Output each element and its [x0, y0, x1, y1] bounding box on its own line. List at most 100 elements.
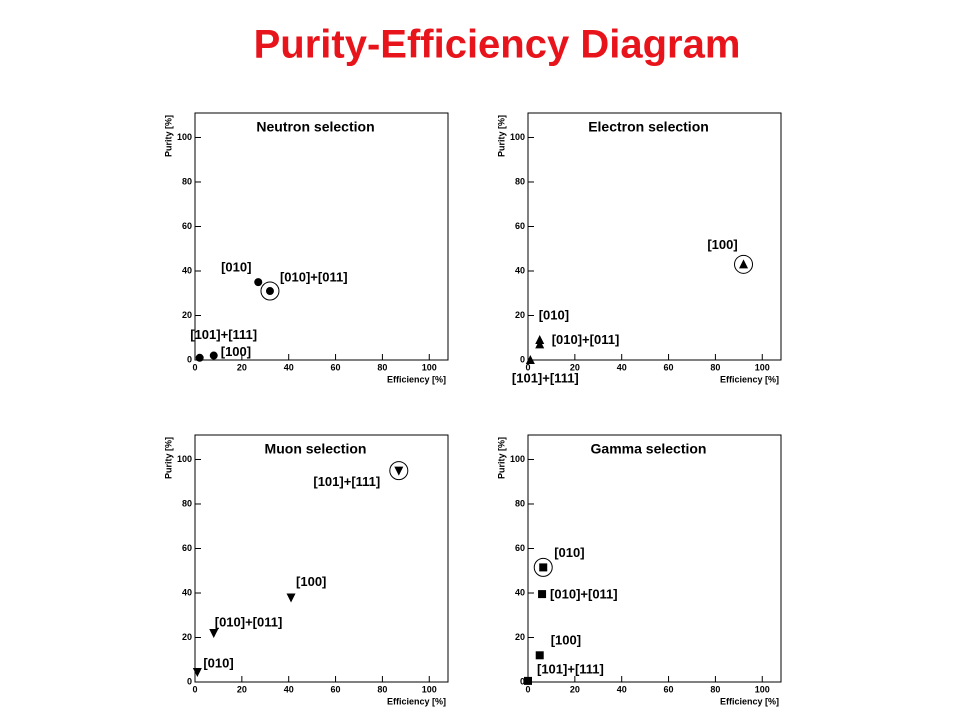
x-tick-label: 60: [331, 684, 341, 694]
point-label: [010]+[011]: [280, 269, 348, 284]
y-tick-label: 60: [182, 221, 192, 231]
x-tick-label: 100: [422, 362, 437, 372]
point-label: [010]+[011]: [552, 332, 620, 347]
x-tick-label: 40: [284, 684, 294, 694]
y-tick-label: 60: [515, 543, 525, 553]
y-tick-label: 20: [515, 632, 525, 642]
plot-frame: [527, 434, 782, 683]
x-tick-label: 20: [237, 362, 247, 372]
x-tick-label: 100: [755, 684, 770, 694]
point-label: [101]+[111]: [313, 474, 380, 489]
point-label: [100]: [221, 344, 251, 359]
y-tick-label: 40: [515, 587, 525, 597]
x-tick-label: 80: [710, 684, 720, 694]
panel-title: Neutron selection: [256, 119, 374, 135]
data-point: [524, 676, 532, 685]
panel-title: Electron selection: [588, 119, 709, 135]
y-tick-label: 60: [182, 543, 192, 553]
y-tick-label: 80: [515, 176, 525, 186]
slide-title: Purity-Efficiency Diagram: [254, 23, 741, 67]
x-tick-label: 60: [331, 362, 341, 372]
x-tick-label: 0: [525, 362, 530, 372]
data-point: [192, 667, 202, 677]
x-tick-label: 20: [570, 684, 580, 694]
x-tick-label: 40: [617, 362, 627, 372]
point-label: [010]: [203, 655, 233, 670]
x-tick-label: 80: [377, 684, 387, 694]
x-axis-title: Efficiency [%]: [387, 374, 446, 384]
y-tick-label: 100: [177, 132, 192, 142]
data-point: [209, 629, 219, 639]
data-point: [539, 563, 548, 572]
y-tick-label: 80: [182, 176, 192, 186]
y-tick-label: 40: [182, 265, 192, 275]
point-label: [100]: [296, 574, 326, 589]
x-tick-label: 80: [710, 362, 720, 372]
x-tick-label: 100: [755, 362, 770, 372]
x-tick-label: 0: [192, 362, 197, 372]
y-axis-title: Purity [%]: [496, 437, 506, 479]
y-tick-label: 60: [515, 221, 525, 231]
x-tick-label: 0: [192, 684, 197, 694]
y-axis-title: Purity [%]: [496, 115, 506, 157]
y-tick-label: 100: [510, 454, 525, 464]
plot-frame: [194, 434, 449, 683]
x-axis-title: Efficiency [%]: [720, 374, 779, 384]
y-tick-label: 80: [182, 498, 192, 508]
x-tick-label: 40: [617, 684, 627, 694]
data-point: [195, 353, 204, 362]
y-tick-label: 20: [182, 632, 192, 642]
point-label: [100]: [551, 633, 581, 648]
data-point: [254, 278, 263, 287]
point-label: [010]+[011]: [215, 614, 283, 629]
x-tick-label: 20: [570, 362, 580, 372]
y-tick-label: 0: [520, 676, 525, 686]
y-tick-label: 20: [515, 310, 525, 320]
point-label: [101]+[111]: [537, 661, 604, 676]
data-point: [535, 651, 544, 660]
highlight-ring: [734, 254, 754, 274]
point-label: [010]+[011]: [550, 587, 618, 602]
y-tick-label: 40: [515, 265, 525, 275]
data-point: [209, 351, 218, 360]
y-tick-label: 0: [187, 676, 192, 686]
plot-frame: [527, 112, 782, 361]
x-tick-label: 100: [422, 684, 437, 694]
highlight-ring: [389, 461, 409, 481]
x-tick-label: 80: [377, 362, 387, 372]
data-point: [538, 590, 547, 599]
point-label: [101]+[111]: [190, 327, 257, 342]
y-axis-title: Purity [%]: [163, 115, 173, 157]
x-tick-label: 60: [664, 684, 674, 694]
point-label: [101]+[111]: [512, 370, 579, 385]
point-label: [010]: [221, 260, 251, 275]
data-point: [535, 339, 545, 349]
x-tick-label: 20: [237, 684, 247, 694]
y-tick-label: 40: [182, 587, 192, 597]
plot-frame: [194, 112, 449, 361]
y-tick-label: 80: [515, 498, 525, 508]
panel-title: Gamma selection: [591, 441, 707, 457]
data-point: [739, 259, 749, 269]
data-point: [525, 355, 535, 364]
point-label: [100]: [707, 237, 737, 252]
data-point: [394, 466, 404, 476]
y-tick-label: 0: [187, 354, 192, 364]
y-tick-label: 100: [510, 132, 525, 142]
y-axis-title: Purity [%]: [163, 437, 173, 479]
y-tick-label: 20: [182, 310, 192, 320]
x-axis-title: Efficiency [%]: [720, 696, 779, 706]
point-label: [010]: [554, 545, 584, 560]
highlight-ring: [533, 557, 553, 577]
data-point: [265, 287, 274, 296]
x-tick-label: 0: [525, 684, 530, 694]
point-label: [010]: [539, 307, 569, 322]
data-point: [286, 593, 296, 603]
y-tick-label: 0: [520, 354, 525, 364]
x-axis-title: Efficiency [%]: [387, 696, 446, 706]
panel-title: Muon selection: [265, 441, 367, 457]
x-tick-label: 40: [284, 362, 294, 372]
y-tick-label: 100: [177, 454, 192, 464]
